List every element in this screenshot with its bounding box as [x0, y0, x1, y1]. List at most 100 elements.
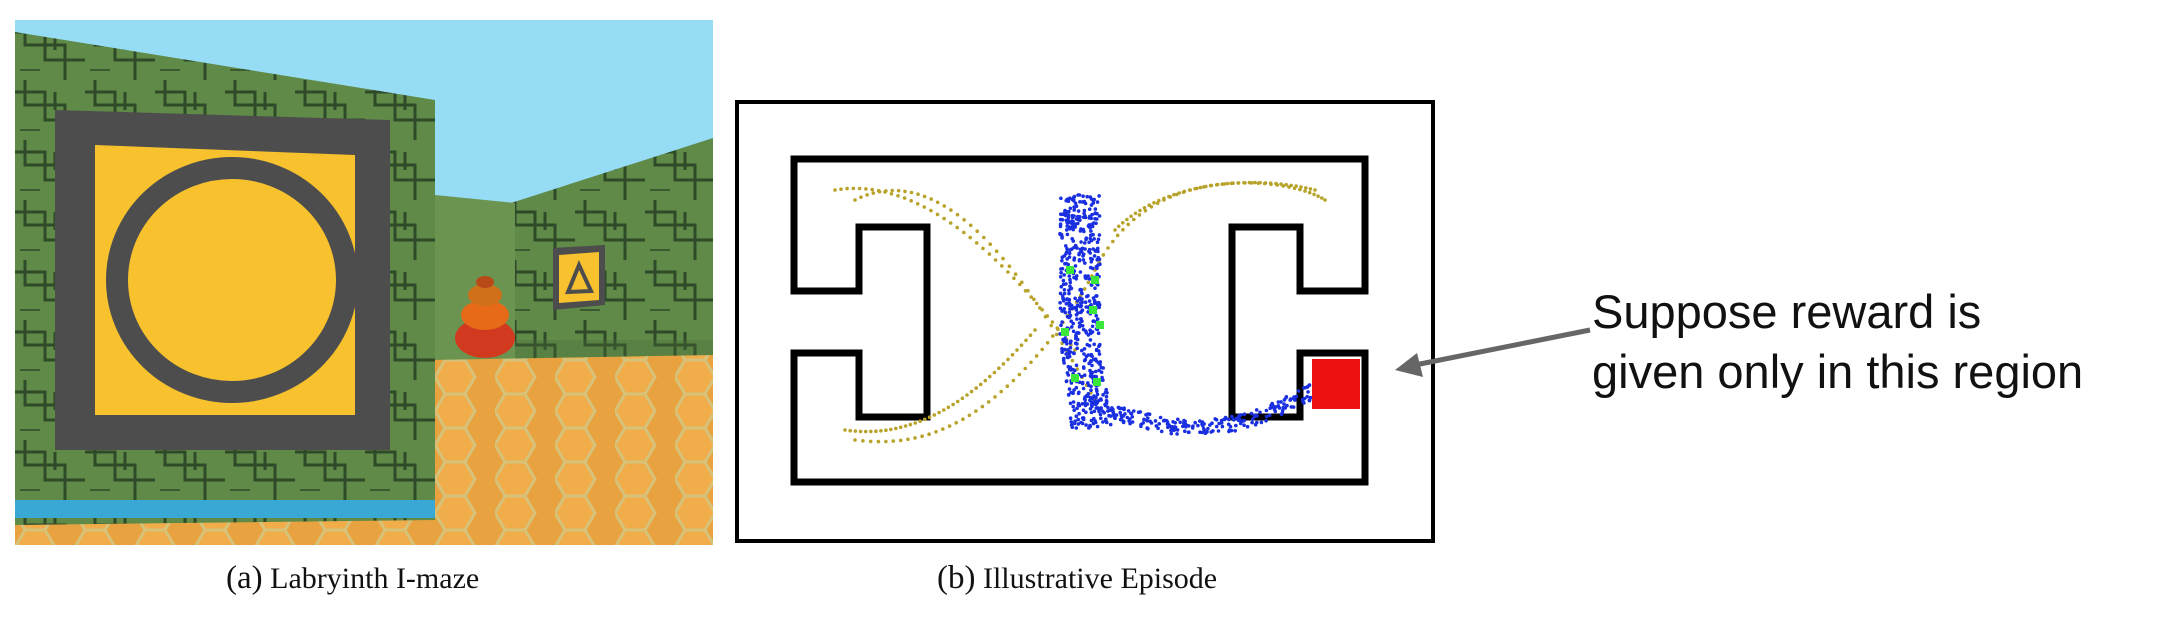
trajectory-late-dot — [1068, 277, 1072, 282]
trajectory-late-dot — [1065, 341, 1069, 346]
trajectory-late-dot — [1062, 291, 1067, 296]
trajectory-late-dot — [1130, 415, 1135, 419]
trajectory-early-dot — [1082, 287, 1087, 291]
trajectory-late-dot — [1068, 313, 1073, 318]
trajectory-late-dot — [1072, 351, 1076, 356]
trajectory-early-dot — [981, 246, 985, 251]
trajectory-late-dot — [1074, 385, 1079, 390]
trajectory-early-dot — [859, 195, 863, 199]
trajectory-late-dot — [1091, 247, 1095, 251]
trajectory-late-dot — [1084, 423, 1088, 427]
trajectory-early-dot — [1129, 214, 1133, 219]
trajectory-late-dot — [1097, 368, 1101, 373]
trajectory-early-dot — [962, 230, 966, 235]
trajectory-late-dot — [1072, 208, 1076, 212]
maze-walls — [790, 155, 1369, 486]
trajectory-late-dot — [1058, 291, 1063, 296]
trajectory-early-dot — [935, 212, 940, 217]
trajectory-late-dot — [1093, 399, 1098, 403]
trajectory-early-dot — [982, 235, 986, 240]
trajectory-late-dot — [1258, 410, 1262, 415]
trajectory-late-dot — [1169, 428, 1173, 433]
trajectory-early-dot — [909, 199, 913, 203]
trajectory-early-dot — [889, 427, 893, 432]
trajectory-late-dot — [1097, 194, 1101, 198]
reward-annotation: Suppose reward is given only in this reg… — [1592, 282, 2152, 402]
trajectory-early-dot — [1225, 181, 1230, 186]
trajectory-late-dot — [1264, 414, 1269, 419]
trajectory-late-dot — [1075, 246, 1079, 250]
trajectory-early-dot — [1029, 360, 1033, 365]
trajectory-early-dot — [896, 194, 900, 198]
trajectory-late-dot — [1089, 410, 1094, 415]
trajectory-late-dot — [1106, 405, 1110, 410]
trajectory-late-dot — [1104, 394, 1109, 399]
trajectory-late-dot — [1099, 397, 1103, 401]
trajectory-late-dot — [1146, 427, 1150, 431]
trajectory-early-dot — [1242, 180, 1246, 185]
trajectory-late-dot — [1091, 319, 1096, 323]
trajectory-late-dot — [1095, 424, 1100, 429]
trajectory-late-dot — [1158, 415, 1163, 420]
trajectory-late-dot — [1068, 350, 1073, 354]
trajectory-late-dot — [1139, 424, 1143, 429]
trajectory-late-dot — [1282, 402, 1286, 406]
trajectory-late-dot — [1073, 225, 1078, 229]
trajectory-late-dot — [1094, 395, 1098, 400]
trajectory-early-dot — [1010, 353, 1015, 357]
trajectory-early-dot — [942, 204, 947, 208]
trajectory-early-dot — [879, 429, 883, 433]
trajectory-early-dot — [1005, 384, 1010, 389]
trajectory-early-dot — [891, 439, 896, 443]
trajectory-late-dot — [1097, 305, 1101, 310]
trajectory-late-dot — [1078, 200, 1082, 204]
trajectory-early-dot — [1028, 333, 1033, 337]
trajectory-late-dot — [1170, 425, 1175, 429]
trajectory-late-dot — [1070, 219, 1074, 223]
trajectory-late-dot — [1073, 201, 1078, 206]
trajectory-late-dot — [1206, 426, 1210, 431]
trajectory-late-dot — [1066, 373, 1071, 377]
trajectory-marker — [1091, 276, 1099, 284]
trajectory-late-dot — [1288, 398, 1292, 402]
trajectory-early-dot — [851, 186, 856, 191]
trajectory-early-dot — [833, 188, 837, 192]
trajectory-late-dot — [1245, 424, 1250, 429]
trajectory-late-dot — [1145, 419, 1149, 423]
trajectory-late-dot — [1161, 418, 1166, 423]
trajectory-late-dot — [1065, 314, 1070, 319]
trajectory-late-dot — [1104, 399, 1109, 404]
trajectory-early-dot — [864, 187, 868, 191]
trajectory-late-dot — [1117, 406, 1122, 411]
trajectory-early-dot — [1106, 246, 1110, 250]
trajectory-late-dot — [1058, 306, 1063, 311]
trajectory-late-dot — [1126, 409, 1131, 413]
trajectory-late-dot — [1069, 390, 1073, 395]
trajectory-late-dot — [1224, 416, 1228, 421]
trajectory-late-dot — [1078, 301, 1083, 305]
trajectory-late-dot — [1081, 408, 1086, 413]
trajectory-early-dot — [1015, 348, 1019, 352]
trajectory-late-dot — [1097, 214, 1102, 218]
trajectory-late-dot — [1269, 405, 1274, 409]
trajectory-late-dot — [1122, 406, 1126, 411]
trajectory-late-dot — [1284, 396, 1288, 400]
trajectory-late-dot — [1171, 428, 1176, 433]
trajectory-early-dot — [1013, 272, 1018, 276]
trajectory-late-dot — [1069, 368, 1073, 372]
trajectory-early-dot — [853, 429, 858, 433]
trajectory-late-dot — [1095, 200, 1100, 204]
trajectory-early-dot — [896, 188, 901, 193]
trajectory-early-dot — [941, 427, 945, 431]
trajectory-early-dot — [1111, 239, 1115, 244]
trajectory-late-dot — [1071, 197, 1076, 202]
trajectory-late-dot — [1076, 391, 1081, 396]
trajectory-late-dot — [1090, 324, 1095, 329]
trajectory-late-dot — [1067, 226, 1072, 231]
trajectory-early-dot — [1012, 276, 1016, 280]
trajectory-late-dot — [1217, 421, 1221, 426]
trajectory-late-dot — [1065, 297, 1069, 301]
trajectory-late-dot — [1101, 420, 1105, 424]
trajectory-early-dot — [937, 410, 941, 415]
trajectory-late-dot — [1254, 408, 1259, 412]
